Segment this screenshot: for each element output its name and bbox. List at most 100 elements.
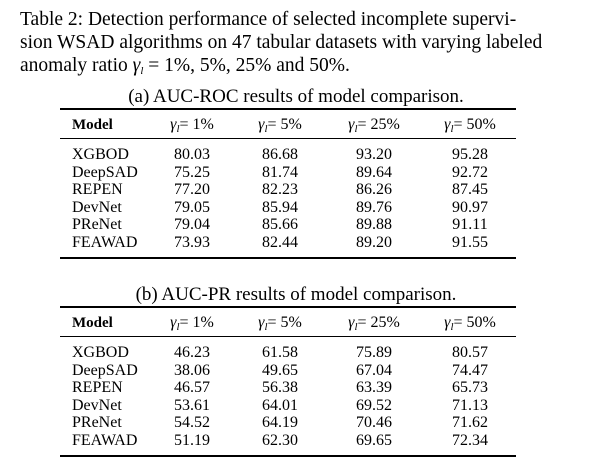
header-ratio-3: γl= 25% <box>337 314 411 336</box>
header-ratio-2: γl= 5% <box>248 116 312 138</box>
metric-value: 85.94 <box>262 198 298 216</box>
gamma-subscript: l <box>450 321 454 333</box>
model-name: REPEN <box>72 379 123 397</box>
metric-value: 70.46 <box>356 414 392 432</box>
metric-value: 92.72 <box>452 163 488 181</box>
ratio-value: = 1% <box>179 314 214 331</box>
metric-value: 79.04 <box>174 216 210 234</box>
header-ratio-2: γl= 5% <box>248 314 312 336</box>
metric-value: 69.65 <box>356 432 392 449</box>
ratio-value: = 25% <box>357 116 400 133</box>
table-row: DevNet 53.61 64.01 69.52 71.13 <box>60 397 516 415</box>
caption-line-2: sion WSAD algorithms on 47 tabular datas… <box>20 32 543 53</box>
gamma-symbol: γ <box>170 116 177 133</box>
gamma-subscript: l <box>450 123 454 135</box>
gamma-symbol: γ <box>258 116 265 133</box>
table-row: XGBOD 46.23 61.58 75.89 80.57 <box>60 344 516 362</box>
metric-value: 38.06 <box>174 361 210 379</box>
table-row: FEAWAD 73.93 82.44 89.20 91.55 <box>60 234 516 252</box>
metric-value: 49.65 <box>262 361 298 379</box>
table-row: DevNet 79.05 85.94 89.76 90.97 <box>60 199 516 217</box>
table-rule-mid <box>60 336 516 337</box>
metric-value: 67.04 <box>356 361 392 379</box>
table-row: XGBOD 80.03 86.68 93.20 95.28 <box>60 146 516 164</box>
metric-value: 71.13 <box>452 396 488 414</box>
ratio-value: = 1% <box>179 116 214 133</box>
metric-value: 86.26 <box>356 181 392 199</box>
gamma-subscript: l <box>140 65 144 77</box>
metric-value: 89.76 <box>356 198 392 216</box>
metric-value: 64.19 <box>262 414 298 432</box>
table-rule-mid <box>60 138 516 139</box>
gamma-subscript: l <box>176 321 180 333</box>
metric-value: 81.74 <box>262 163 298 181</box>
table-rule-top <box>60 108 516 110</box>
table-header-row: Model γl= 1% γl= 5% γl= 25% γl= 50% <box>60 116 516 135</box>
metric-value: 91.11 <box>452 216 488 234</box>
metric-value: 89.20 <box>356 234 392 251</box>
model-name: FEAWAD <box>72 234 138 251</box>
metric-value: 89.64 <box>356 163 392 181</box>
metric-value: 89.88 <box>356 216 392 234</box>
metric-value: 90.97 <box>452 198 488 216</box>
metric-value: 91.55 <box>452 234 488 251</box>
header-model: Model <box>72 315 113 331</box>
model-name: DeepSAD <box>72 163 138 181</box>
metric-value: 71.62 <box>452 414 488 432</box>
model-name: FEAWAD <box>72 432 138 449</box>
metric-value: 87.45 <box>452 181 488 199</box>
metric-value: 75.25 <box>174 163 210 181</box>
metric-value: 74.47 <box>452 361 488 379</box>
ratio-value: = 25% <box>357 314 400 331</box>
table-caption: Table 2: Detection performance of select… <box>20 8 576 83</box>
metric-value: 95.28 <box>452 146 488 163</box>
metric-value: 82.23 <box>262 181 298 199</box>
gamma-symbol: γ <box>132 55 141 76</box>
metric-value: 62.30 <box>262 432 298 449</box>
gamma-symbol: γ <box>348 116 355 133</box>
header-model: Model <box>72 117 113 133</box>
model-name: PReNet <box>72 414 122 432</box>
gamma-symbol: γ <box>258 314 265 331</box>
table-row: REPEN 77.20 82.23 86.26 87.45 <box>60 181 516 199</box>
header-ratio-4: γl= 50% <box>432 314 508 336</box>
caption-line-1: Table 2: Detection performance of select… <box>20 9 517 30</box>
metric-value: 77.20 <box>174 181 210 199</box>
metric-value: 65.73 <box>452 379 488 397</box>
gamma-symbol: γ <box>348 314 355 331</box>
metric-value: 54.52 <box>174 414 210 432</box>
gamma-subscript: l <box>354 123 358 135</box>
table-rule-bot <box>60 257 516 259</box>
subcaption-auc-pr: (b) AUC-PR results of model comparison. <box>135 284 457 305</box>
metric-value: 64.01 <box>262 396 298 414</box>
model-name: DevNet <box>72 396 122 414</box>
table-row: PReNet 79.04 85.66 89.88 91.11 <box>60 216 516 234</box>
gamma-subscript: l <box>264 123 268 135</box>
header-ratio-3: γl= 25% <box>337 116 411 138</box>
header-ratio-4: γl= 50% <box>432 116 508 138</box>
caption-line-3-suffix: = 1%, 5%, 25% and 50%. <box>143 55 350 76</box>
subcaption-auc-roc: (a) AUC-ROC results of model comparison. <box>128 86 464 107</box>
metric-value: 80.03 <box>174 146 210 163</box>
model-name: DeepSAD <box>72 361 138 379</box>
metric-value: 46.23 <box>174 344 210 361</box>
metric-value: 56.38 <box>262 379 298 397</box>
metric-value: 82.44 <box>262 234 298 251</box>
metric-value: 79.05 <box>174 198 210 216</box>
header-ratio-1: γl= 1% <box>160 116 224 138</box>
table-row: FEAWAD 51.19 62.30 69.65 72.34 <box>60 432 516 450</box>
metric-value: 51.19 <box>174 432 210 449</box>
gamma-symbol: γ <box>444 116 451 133</box>
model-name: DevNet <box>72 198 122 216</box>
metric-value: 73.93 <box>174 234 210 251</box>
metric-value: 80.57 <box>452 344 488 361</box>
metric-value: 86.68 <box>262 146 298 163</box>
metric-value: 72.34 <box>452 432 488 449</box>
ratio-value: = 50% <box>453 116 496 133</box>
table-rule-bot <box>60 455 516 457</box>
gamma-subscript: l <box>264 321 268 333</box>
caption-line-3: anomaly ratio γl = 1%, 5%, 25% and 50%. <box>20 54 576 83</box>
metric-value: 75.89 <box>356 344 392 361</box>
metric-value: 93.20 <box>356 146 392 163</box>
ratio-value: = 5% <box>267 116 302 133</box>
